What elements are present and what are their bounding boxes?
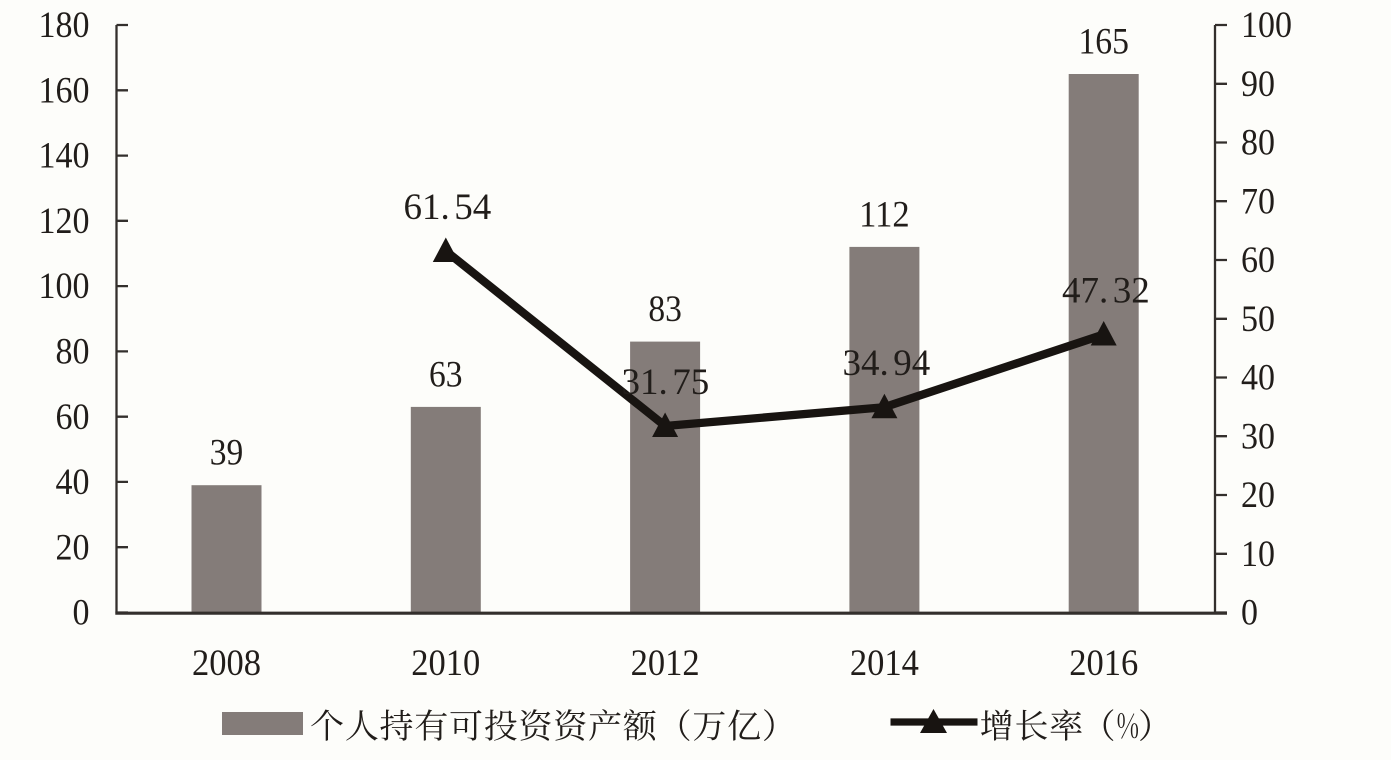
svg-text:30: 30 — [1241, 416, 1275, 457]
svg-text:90: 90 — [1241, 64, 1275, 105]
svg-text:80: 80 — [1241, 123, 1275, 164]
svg-text:2012: 2012 — [631, 643, 700, 684]
svg-text:2014: 2014 — [850, 643, 919, 684]
svg-text:60: 60 — [1241, 240, 1275, 281]
svg-text:160: 160 — [39, 70, 90, 111]
svg-text:100: 100 — [1241, 5, 1292, 46]
svg-text:39: 39 — [210, 433, 244, 474]
svg-text:180: 180 — [39, 5, 90, 46]
svg-text:83: 83 — [648, 289, 682, 330]
svg-text:2008: 2008 — [192, 643, 261, 684]
svg-text:112: 112 — [859, 194, 910, 235]
svg-text:31.75: 31. 75 — [622, 362, 710, 403]
svg-text:2010: 2010 — [411, 643, 480, 684]
svg-text:61.54: 61. 54 — [404, 187, 492, 228]
svg-text:2016: 2016 — [1069, 643, 1138, 684]
svg-text:63: 63 — [429, 354, 463, 395]
svg-text:40: 40 — [56, 462, 90, 503]
svg-text:120: 120 — [39, 201, 90, 242]
svg-text:50: 50 — [1241, 299, 1275, 340]
svg-text:70: 70 — [1241, 181, 1275, 222]
svg-text:34.94: 34. 94 — [843, 343, 931, 384]
svg-text:165: 165 — [1078, 22, 1129, 63]
svg-text:47.32: 47. 32 — [1062, 271, 1150, 312]
svg-text:20: 20 — [1241, 475, 1275, 516]
svg-text:140: 140 — [39, 136, 90, 177]
svg-text:0: 0 — [73, 593, 90, 634]
svg-text:10: 10 — [1241, 534, 1275, 575]
svg-text:40: 40 — [1241, 358, 1275, 399]
svg-text:100: 100 — [39, 266, 90, 307]
svg-text:60: 60 — [56, 397, 90, 438]
svg-text:20: 20 — [56, 527, 90, 568]
svg-text:0: 0 — [1241, 593, 1258, 634]
svg-text:80: 80 — [56, 332, 90, 373]
